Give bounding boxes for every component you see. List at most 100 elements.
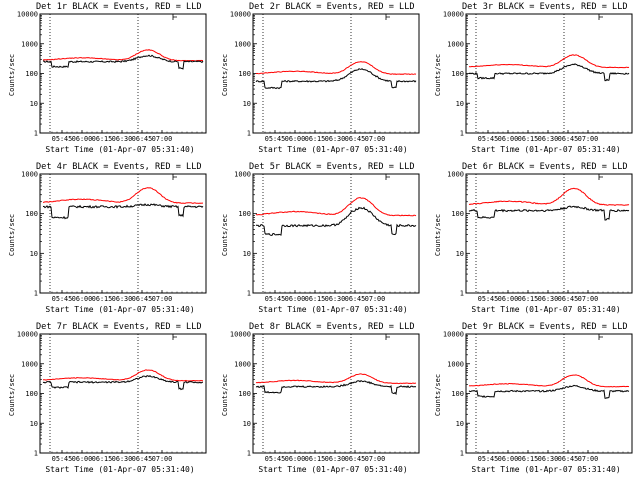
x-tick-label: 06:30 bbox=[112, 295, 132, 303]
plot-svg: 1 10 100 1000 05:45 06:00 06:15 06:30 06:45 07:00 bbox=[21, 171, 207, 303]
panel-title: Det 8r BLACK = Events, RED = LLD bbox=[249, 322, 415, 332]
x-tick-label: 06:30 bbox=[538, 135, 558, 143]
y-tick-label: 10 bbox=[243, 420, 251, 428]
y-tick-label: 10000 bbox=[443, 11, 464, 19]
y-tick-label: 1000 bbox=[234, 40, 251, 48]
x-tick-label: 06:15 bbox=[92, 295, 112, 303]
x-axis-label: Start Time (01-Apr-07 05:31:40) bbox=[45, 465, 195, 474]
plot-svg: 1 10 100 1000 05:45 06:00 06:15 06:30 06:45 07:00 bbox=[447, 171, 633, 303]
plot-frame bbox=[252, 173, 420, 294]
x-tick-label: 06:30 bbox=[325, 295, 345, 303]
bracket-marker bbox=[598, 333, 604, 340]
y-tick-label: 1 bbox=[247, 450, 251, 458]
x-tick-label: 05:45 bbox=[265, 295, 285, 303]
detector-panel: 1 10 100 1000 10000 05:45 06:00 06:15 06:30 06:45… bbox=[426, 320, 639, 480]
events-series-line bbox=[42, 54, 204, 70]
x-tick-label: 06:45 bbox=[558, 135, 578, 143]
x-tick-label: 06:00 bbox=[72, 135, 92, 143]
y-tick-label: 1 bbox=[247, 130, 251, 138]
x-tick-label: 07:00 bbox=[365, 455, 385, 463]
x-tick-label: 06:30 bbox=[112, 455, 132, 463]
x-tick-label: 06:45 bbox=[345, 455, 365, 463]
panel-title: Det 6r BLACK = Events, RED = LLD bbox=[462, 162, 628, 172]
plot-frame bbox=[252, 13, 420, 134]
panel-title: Det 5r BLACK = Events, RED = LLD bbox=[249, 162, 415, 172]
x-tick-label: 05:45 bbox=[52, 135, 72, 143]
y-tick-label: 10 bbox=[30, 100, 38, 108]
x-tick-label: 07:00 bbox=[365, 295, 385, 303]
lld-series-line bbox=[42, 369, 203, 382]
events-series-line bbox=[255, 379, 417, 396]
x-tick-label: 07:00 bbox=[578, 295, 598, 303]
x-tick-label: 06:15 bbox=[305, 455, 325, 463]
y-tick-label: 10000 bbox=[230, 11, 251, 19]
x-tick-label: 06:15 bbox=[518, 455, 538, 463]
x-axis-label: Start Time (01-Apr-07 05:31:40) bbox=[258, 145, 408, 154]
x-tick-label: 05:45 bbox=[52, 455, 72, 463]
x-tick-label: 06:00 bbox=[498, 295, 518, 303]
y-tick-label: 100 bbox=[451, 390, 464, 398]
bracket-marker bbox=[598, 13, 604, 20]
y-axis-label: Counts/sec bbox=[434, 373, 442, 417]
bracket-marker bbox=[598, 173, 604, 180]
y-tick-label: 10 bbox=[243, 250, 251, 258]
events-series-line bbox=[42, 375, 204, 391]
x-tick-label: 07:00 bbox=[152, 455, 172, 463]
plot-svg: 1 10 100 1000 10000 05:45 06:00 06:15 06:30 06:45… bbox=[443, 11, 633, 143]
lld-series-line bbox=[468, 374, 630, 388]
x-tick-label: 07:00 bbox=[578, 135, 598, 143]
x-tick-label: 06:30 bbox=[538, 295, 558, 303]
y-tick-label: 10 bbox=[243, 100, 251, 108]
x-tick-label: 06:45 bbox=[558, 295, 578, 303]
y-tick-label: 1000 bbox=[234, 360, 251, 368]
lld-series-line bbox=[43, 49, 204, 62]
lld-series-line bbox=[468, 187, 630, 206]
x-tick-label: 07:00 bbox=[578, 455, 598, 463]
x-tick-label: 06:15 bbox=[92, 135, 112, 143]
y-axis-label: Counts/sec bbox=[221, 53, 229, 97]
lld-series-line bbox=[42, 187, 203, 204]
bracket-marker bbox=[172, 333, 178, 340]
x-tick-label: 06:15 bbox=[305, 295, 325, 303]
detector-panel: 1 10 100 1000 05:45 06:00 06:15 06:30 06:45 07:00… bbox=[426, 160, 639, 320]
y-axis-label: Counts/sec bbox=[8, 373, 16, 417]
y-tick-label: 1000 bbox=[21, 171, 38, 179]
bracket-marker bbox=[385, 13, 391, 20]
x-tick-label: 06:00 bbox=[498, 135, 518, 143]
y-axis-label: Counts/sec bbox=[8, 213, 16, 257]
y-tick-label: 1 bbox=[34, 130, 38, 138]
lld-series-line bbox=[255, 61, 417, 76]
x-tick-label: 05:45 bbox=[52, 295, 72, 303]
detector-panel: 1 10 100 1000 10000 05:45 06:00 06:15 06:30 06:45… bbox=[426, 0, 639, 160]
panel-title: Det 1r BLACK = Events, RED = LLD bbox=[36, 2, 202, 12]
x-axis-label: Start Time (01-Apr-07 05:31:40) bbox=[471, 465, 621, 474]
lld-series-line bbox=[255, 196, 417, 217]
y-tick-label: 1 bbox=[460, 130, 464, 138]
y-tick-label: 100 bbox=[25, 70, 38, 78]
detector-panel: 1 10 100 1000 10000 05:45 06:00 06:15 06:30 06:45… bbox=[0, 320, 213, 480]
y-axis-label: Counts/sec bbox=[434, 53, 442, 97]
detector-panel: 1 10 100 1000 10000 05:45 06:00 06:15 06:30 06:45… bbox=[0, 0, 213, 160]
x-tick-label: 06:00 bbox=[72, 295, 92, 303]
x-axis-label: Start Time (01-Apr-07 05:31:40) bbox=[258, 305, 408, 314]
x-tick-label: 06:45 bbox=[132, 135, 152, 143]
bracket-marker bbox=[172, 173, 178, 180]
x-axis-label: Start Time (01-Apr-07 05:31:40) bbox=[471, 305, 621, 314]
panel-title: Det 4r BLACK = Events, RED = LLD bbox=[36, 162, 202, 172]
y-tick-label: 10 bbox=[456, 250, 464, 258]
y-tick-label: 100 bbox=[451, 70, 464, 78]
plot-svg: 1 10 100 1000 05:45 06:00 06:15 06:30 06:45 07:00 bbox=[234, 171, 420, 303]
panel-title: Det 3r BLACK = Events, RED = LLD bbox=[462, 2, 628, 12]
y-tick-label: 1 bbox=[247, 290, 251, 298]
y-tick-label: 100 bbox=[238, 390, 251, 398]
y-tick-label: 1000 bbox=[21, 40, 38, 48]
y-tick-label: 1000 bbox=[447, 171, 464, 179]
y-tick-label: 100 bbox=[25, 210, 38, 218]
x-axis-label: Start Time (01-Apr-07 05:31:40) bbox=[258, 465, 408, 474]
x-axis-label: Start Time (01-Apr-07 05:31:40) bbox=[471, 145, 621, 154]
bracket-marker bbox=[385, 333, 391, 340]
plot-svg: 1 10 100 1000 10000 05:45 06:00 06:15 06:30 06:45… bbox=[230, 11, 420, 143]
y-tick-label: 100 bbox=[238, 210, 251, 218]
y-tick-label: 1 bbox=[460, 290, 464, 298]
